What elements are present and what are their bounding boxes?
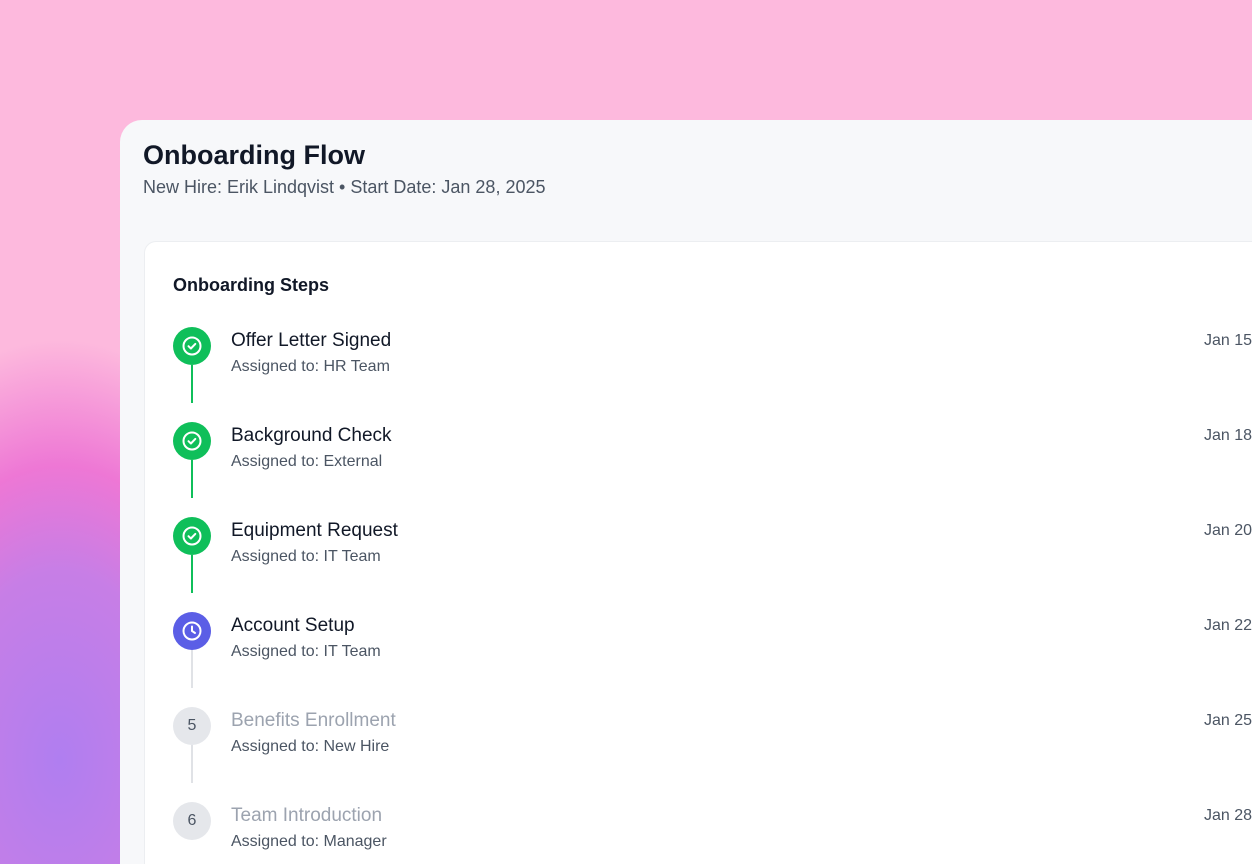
steps-card: Onboarding Steps Offer Letter Signed Ass…: [144, 241, 1252, 864]
step-connector: [191, 555, 193, 593]
step-date: Jan 20: [1203, 522, 1252, 539]
page-subtitle: New Hire: Erik Lindqvist • Start Date: J…: [143, 177, 546, 197]
step-number: 5: [187, 717, 197, 734]
step-date: Jan 22: [1203, 617, 1252, 634]
step-assignee: Assigned to: External: [231, 453, 383, 470]
step-connector: [191, 650, 193, 688]
onboarding-panel: Onboarding Flow New Hire: Erik Lindqvist…: [120, 120, 1252, 864]
step-number: 6: [187, 812, 197, 829]
step-assignee: Assigned to: IT Team: [231, 548, 381, 565]
step-assignee: Assigned to: New Hire: [231, 738, 390, 755]
step-name: Equipment Request: [231, 520, 398, 541]
check-circle-icon: [173, 327, 211, 365]
step-assignee: Assigned to: Manager: [231, 833, 387, 850]
check-circle-icon: [173, 422, 211, 460]
step-number-badge: 5: [173, 707, 211, 745]
step-name: Account Setup: [231, 615, 355, 636]
step-assignee: Assigned to: IT Team: [231, 643, 381, 660]
step-name: Background Check: [231, 425, 392, 446]
step-item[interactable]: Equipment Request Assigned to: IT Team J…: [173, 517, 1252, 593]
step-connector: [191, 745, 193, 783]
step-name: Team Introduction: [231, 805, 383, 826]
step-connector: [191, 460, 193, 498]
step-connector: [191, 365, 193, 403]
step-date: Jan 18: [1203, 427, 1252, 444]
step-number-badge: 6: [173, 802, 211, 840]
page-title: Onboarding Flow: [143, 140, 365, 170]
step-item[interactable]: Background Check Assigned to: External J…: [173, 422, 1252, 498]
step-item[interactable]: Offer Letter Signed Assigned to: HR Team…: [173, 327, 1252, 403]
check-circle-icon: [173, 517, 211, 555]
step-name: Benefits Enrollment: [231, 710, 396, 731]
step-item[interactable]: 5 Benefits Enrollment Assigned to: New H…: [173, 707, 1252, 783]
steps-title: Onboarding Steps: [173, 275, 330, 295]
step-name: Offer Letter Signed: [231, 330, 392, 351]
step-assignee: Assigned to: HR Team: [231, 358, 390, 375]
clock-icon: [173, 612, 211, 650]
step-date: Jan 25: [1203, 712, 1252, 729]
step-item[interactable]: Account Setup Assigned to: IT Team Jan 2…: [173, 612, 1252, 688]
step-date: Jan 15: [1203, 332, 1252, 349]
step-item[interactable]: 6 Team Introduction Assigned to: Manager…: [173, 802, 1252, 862]
step-date: Jan 28: [1203, 807, 1252, 824]
